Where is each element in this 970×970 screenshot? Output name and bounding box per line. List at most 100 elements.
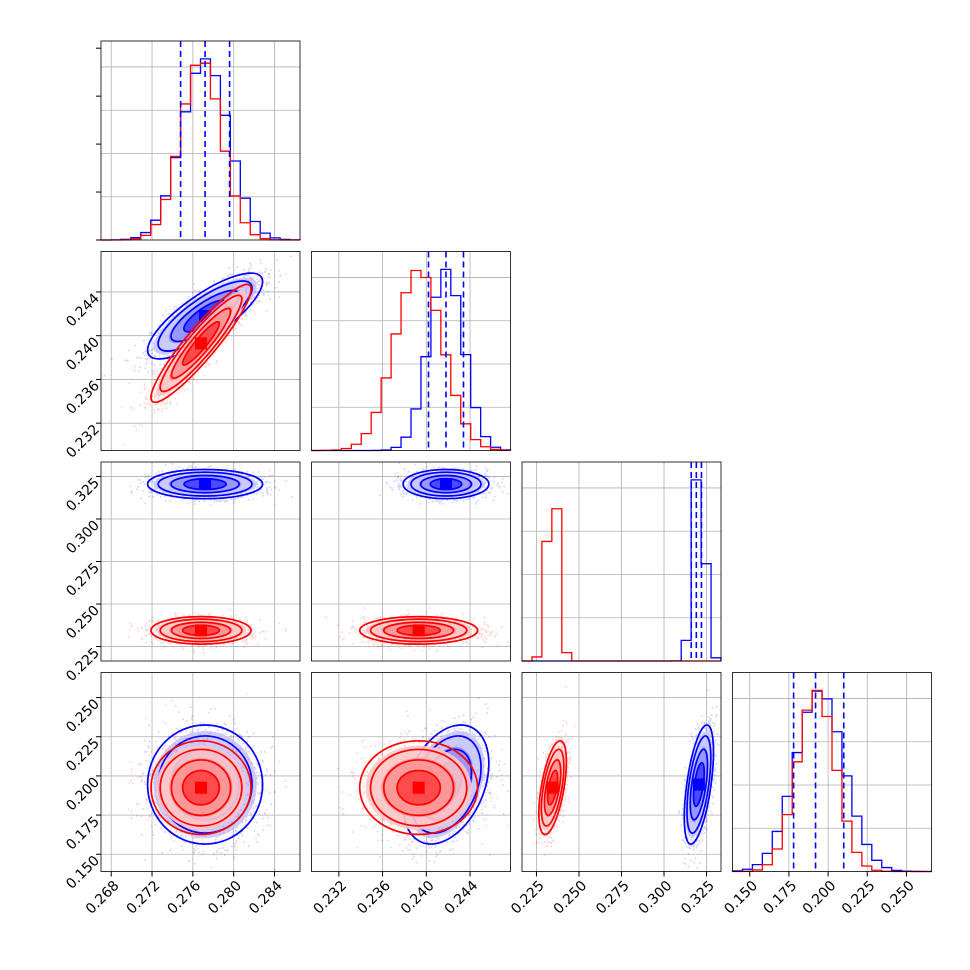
density-peak: [439, 478, 452, 491]
y-tick-label: 0.250: [63, 696, 103, 736]
contour-line-3: [692, 761, 706, 808]
x-axis-1: 0.232 0.236 0.240 0.244: [310, 871, 482, 918]
y-tick-label: 0.325: [63, 475, 103, 515]
contour-line-3: [546, 769, 559, 806]
x-tick-label: 0.232: [310, 878, 350, 918]
contour-line-2: [543, 759, 562, 817]
contour-line-2: [170, 759, 232, 817]
y-tick-label: 0.175: [63, 814, 103, 854]
contour-line-0: [146, 724, 264, 845]
histogram-series-0: [311, 268, 512, 452]
axes-frame: [521, 461, 722, 662]
x-tick-label: 0.225: [839, 878, 879, 918]
contour-line-2: [170, 621, 232, 640]
contour-line-0: [358, 739, 479, 836]
y-tick-label: 0.200: [63, 775, 103, 815]
contour-line-1: [159, 294, 243, 393]
x-tick-label: 0.200: [800, 878, 840, 918]
density-peak: [412, 781, 425, 794]
grid: [732, 672, 932, 872]
x-tick-label: 0.280: [205, 878, 245, 918]
x-axis-2: 0.225 0.250 0.275 0.300 0.325: [508, 871, 718, 918]
contour-line-3: [181, 624, 221, 637]
contour-line-1: [369, 618, 468, 643]
x-tick-label: 0.276: [164, 878, 204, 918]
contour-line-2: [170, 307, 232, 380]
contour-line-3: [429, 477, 463, 491]
x-tick-label: 0.325: [678, 878, 718, 918]
density-peak: [692, 778, 705, 791]
axes-frame: [100, 40, 301, 241]
contour-line-0: [358, 615, 479, 645]
density-peak: [195, 337, 208, 350]
x-tick-label: 0.272: [124, 878, 164, 918]
contour-line-1: [410, 471, 482, 497]
scatter-cloud: [377, 697, 509, 864]
contour-line-1: [159, 748, 243, 827]
contour-line-0: [150, 283, 252, 404]
x-tick-label: 0.300: [636, 878, 676, 918]
contour-line-2: [382, 621, 455, 640]
contour-line-3: [396, 769, 442, 806]
axes-frame: [100, 672, 301, 872]
histogram-series-1: [731, 689, 932, 873]
contour-line-0: [683, 724, 715, 845]
histogram-series-1: [100, 62, 301, 241]
histogram-series-0: [100, 58, 301, 241]
y-tick-label: 0.232: [63, 422, 103, 462]
grid: [311, 462, 511, 661]
density-peak: [412, 624, 425, 637]
histogram-panel-0: [96, 40, 301, 241]
histogram-series-0: [731, 690, 933, 873]
contour-line-3: [181, 769, 221, 806]
x-tick-label: 0.225: [508, 878, 548, 918]
scatter-panel-3-2: [521, 672, 722, 872]
axes-frame: [311, 461, 511, 662]
contour-line-2: [382, 759, 455, 817]
axes-frame: [732, 672, 932, 872]
y-tick-label: 0.225: [63, 645, 103, 685]
histogram-panel-3: [731, 672, 933, 873]
x-axis-0: 0.268 0.272 0.276 0.280 0.284: [83, 871, 286, 918]
contour-line-2: [170, 474, 240, 494]
x-tick-label: 0.236: [354, 878, 394, 918]
density-peak: [195, 781, 208, 794]
x-tick-label: 0.275: [593, 878, 633, 918]
histogram-panel-2: [521, 461, 722, 662]
x-tick-label: 0.240: [398, 878, 438, 918]
x-tick-label: 0.250: [551, 878, 591, 918]
axes-frame: [311, 251, 511, 451]
contour-line-1: [159, 618, 243, 643]
density-peak: [195, 624, 208, 637]
contour-line-1: [157, 471, 253, 497]
y-tick-label: 0.250: [63, 603, 103, 643]
grid: [522, 462, 721, 661]
y-tick-label: 0.240: [63, 334, 103, 374]
scatter-panel-3-1: [311, 672, 511, 872]
histogram-series-1: [310, 269, 512, 452]
y-tick-label: 0.236: [63, 378, 103, 418]
contour-line-0: [538, 739, 568, 836]
contour-line-0: [146, 468, 264, 500]
contour-line-0: [402, 468, 490, 500]
x-tick-label: 0.250: [878, 878, 918, 918]
y-tick-label: 0.244: [63, 290, 103, 330]
x-tick-label: 0.284: [246, 878, 286, 918]
x-axis-3: 0.150 0.175 0.200 0.225 0.250: [721, 871, 918, 918]
contour-line-0: [150, 615, 252, 645]
y-tick-label: 0.300: [63, 518, 103, 558]
contour-line-3: [396, 624, 442, 637]
y-tick-label: 0.150: [63, 853, 103, 893]
scatter-points-series-0: [377, 697, 509, 864]
contour-line-1: [686, 735, 712, 834]
x-tick-label: 0.244: [442, 878, 482, 918]
x-tick-label: 0.175: [761, 878, 801, 918]
contour-line-2: [689, 748, 709, 821]
density-peak: [199, 478, 212, 491]
contour-line-1: [540, 748, 565, 827]
histogram-panel-1: [310, 251, 512, 452]
contour-line-2: [419, 474, 473, 494]
